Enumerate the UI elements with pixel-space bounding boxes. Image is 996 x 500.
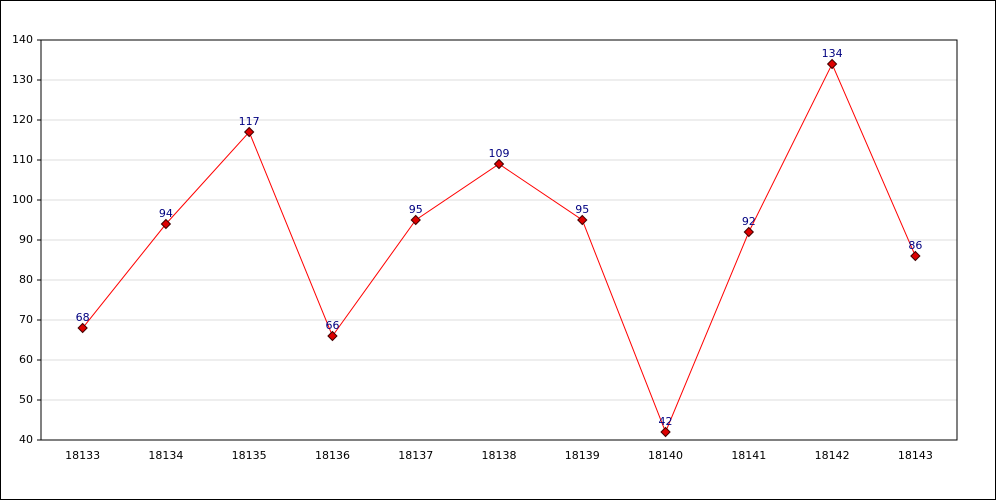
data-point bbox=[577, 214, 588, 226]
value-label: 94 bbox=[159, 207, 173, 220]
y-tick-label: 80 bbox=[19, 273, 33, 286]
y-tick-label: 90 bbox=[19, 233, 33, 246]
y-tick-label: 120 bbox=[12, 113, 33, 126]
value-label: 109 bbox=[489, 147, 510, 160]
y-tick-label: 50 bbox=[19, 393, 33, 406]
data-point bbox=[743, 226, 755, 238]
data-point bbox=[410, 214, 421, 226]
data-point bbox=[493, 158, 505, 170]
y-tick-label: 140 bbox=[12, 33, 33, 46]
x-tick-label: 18143 bbox=[898, 449, 933, 462]
data-point bbox=[243, 126, 255, 138]
value-label: 68 bbox=[76, 311, 90, 324]
value-label: 66 bbox=[325, 319, 339, 332]
data-point bbox=[826, 58, 838, 70]
value-label: 92 bbox=[742, 215, 756, 228]
y-tick-label: 110 bbox=[12, 153, 33, 166]
data-point bbox=[77, 322, 88, 334]
data-point bbox=[160, 218, 172, 230]
x-tick-label: 18133 bbox=[65, 449, 100, 462]
value-label: 117 bbox=[239, 115, 260, 128]
data-point bbox=[660, 426, 671, 438]
y-tick-label: 70 bbox=[19, 313, 33, 326]
x-tick-label: 18135 bbox=[232, 449, 267, 462]
y-tick-label: 130 bbox=[12, 73, 33, 86]
x-tick-label: 18139 bbox=[565, 449, 600, 462]
data-point bbox=[327, 330, 338, 342]
x-tick-label: 18142 bbox=[815, 449, 850, 462]
value-label: 95 bbox=[575, 203, 589, 216]
data-point bbox=[910, 250, 921, 262]
x-tick-label: 18134 bbox=[148, 449, 183, 462]
plot-frame bbox=[40, 39, 958, 441]
x-tick-label: 18137 bbox=[398, 449, 433, 462]
value-label: 42 bbox=[659, 415, 673, 428]
value-label: 95 bbox=[409, 203, 423, 216]
x-tick-label: 18138 bbox=[482, 449, 517, 462]
x-tick-label: 18140 bbox=[648, 449, 683, 462]
y-tick-label: 100 bbox=[12, 193, 33, 206]
x-tick-label: 18136 bbox=[315, 449, 350, 462]
value-label: 86 bbox=[908, 239, 922, 252]
y-tick-label: 60 bbox=[19, 353, 33, 366]
x-tick-label: 18141 bbox=[731, 449, 766, 462]
value-label: 134 bbox=[822, 47, 843, 60]
y-tick-label: 40 bbox=[19, 433, 33, 446]
